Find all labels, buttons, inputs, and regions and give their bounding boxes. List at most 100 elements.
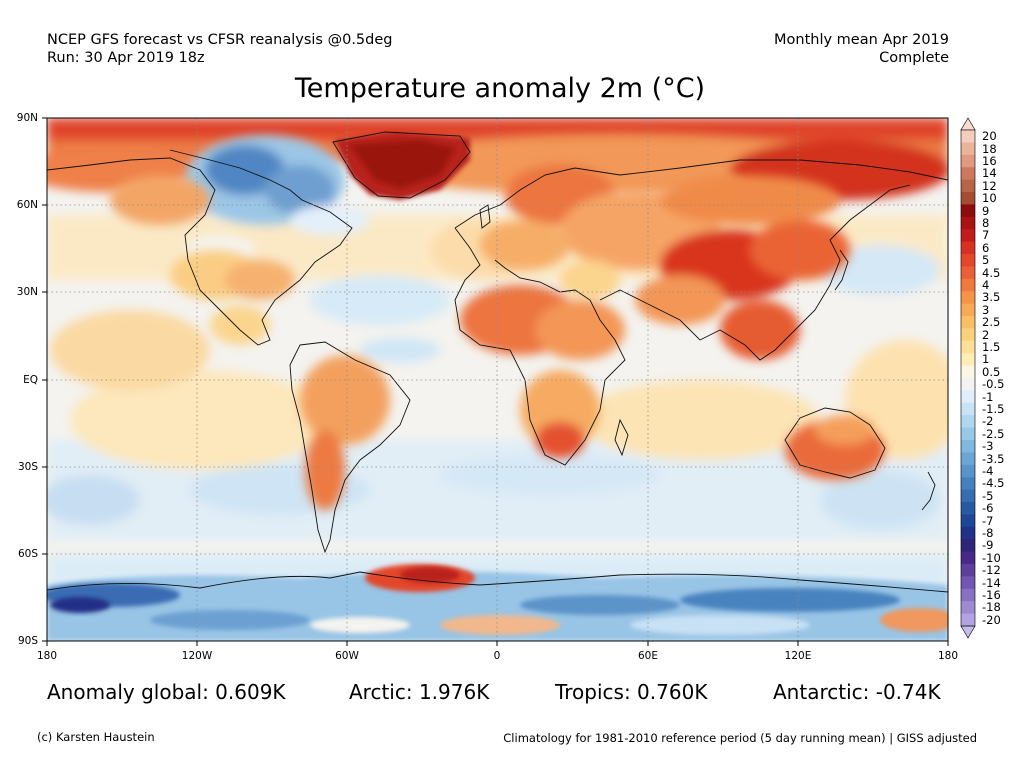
- colorbar-label: -4.5: [982, 476, 1005, 491]
- colorbar-cell: [961, 192, 975, 205]
- stat-global: Anomaly global: 0.609K: [47, 680, 286, 704]
- colorbar-label: -10: [982, 550, 1001, 565]
- colorbar-cell: [961, 316, 975, 329]
- colorbar-cell: [961, 303, 975, 317]
- lon-label-60e: 60E: [638, 650, 658, 662]
- south-america-warm: [300, 355, 390, 510]
- colorbar-cell: [961, 477, 975, 490]
- colorbar-label: 12: [982, 178, 997, 193]
- colorbar-label: -0.5: [982, 377, 1005, 392]
- graticule: [47, 118, 948, 641]
- colorbar-cell: [961, 254, 975, 267]
- colorbar-label: 18: [982, 141, 997, 156]
- colorbar-cell: [961, 340, 975, 354]
- colorbar-cell: [961, 167, 975, 180]
- colorbar-cell: [961, 415, 975, 428]
- colorbar-cell: [961, 142, 975, 156]
- colorbar-label: -7: [982, 513, 994, 528]
- colorbar-cell: [961, 613, 975, 627]
- colorbar-label: -3.5: [982, 451, 1005, 466]
- colorbar-cell: [961, 278, 975, 292]
- colorbar-label: 1: [982, 352, 990, 367]
- colorbar-label: 1.5: [982, 340, 1001, 354]
- colorbar-cell: [961, 179, 975, 193]
- colorbar-label: -5: [982, 488, 994, 503]
- colorbar-cell: [961, 564, 975, 577]
- colorbar-label: 8: [982, 216, 990, 230]
- colorbar-label: 4: [982, 278, 990, 292]
- lon-label-120e: 120E: [784, 650, 812, 662]
- colorbar-label: 16: [982, 154, 997, 168]
- colorbar-label: -3: [982, 439, 994, 454]
- colorbar-label: 10: [982, 191, 997, 206]
- colorbar-label: -8: [982, 526, 994, 540]
- colorbar-label: 9: [982, 203, 990, 218]
- colorbar-bottom-tip: [960, 625, 976, 639]
- source-line-1: NCEP GFS forecast vs CFSR reanalysis @0.…: [47, 32, 393, 48]
- stat-tropics: Tropics: 0.760K: [555, 680, 708, 704]
- colorbar-cell: [961, 130, 975, 143]
- colorbar-label: -20: [982, 612, 1001, 627]
- lat-label-60s: 60S: [17, 548, 38, 560]
- colorbar-cell: [961, 551, 975, 565]
- colorbar-cell: [961, 291, 975, 304]
- colorbar-label: 2.5: [982, 315, 1001, 330]
- climatology-note: Climatology for 1981-2010 reference peri…: [503, 731, 977, 745]
- source-line-2: Run: 30 Apr 2019 18z: [47, 50, 205, 66]
- lon-label-180e: 180: [937, 650, 959, 662]
- greenland-anomaly: [335, 132, 470, 200]
- colorbar-cell: [961, 241, 975, 255]
- colorbar-label: 14: [982, 166, 997, 181]
- colorbar-cell: [961, 365, 975, 379]
- colorbar-cell: [961, 526, 975, 540]
- colorbar-label: -9: [982, 538, 994, 553]
- colorbar-cell: [961, 539, 975, 552]
- colorbar-cell: [961, 154, 975, 168]
- colorbar-cell: [961, 601, 975, 614]
- colorbar-cell: [961, 576, 975, 590]
- colorbar-cell: [961, 353, 975, 366]
- lat-label-30n: 30N: [16, 286, 38, 298]
- coastlines: [47, 131, 948, 593]
- colorbar-label: 2: [982, 327, 990, 342]
- colorbar-cell: [961, 390, 975, 404]
- colorbar-cell: [961, 402, 975, 416]
- colorbar: [960, 117, 976, 639]
- colorbar-cell: [961, 427, 975, 441]
- colorbar-label: -2: [982, 414, 994, 429]
- colorbar-label: -2.5: [982, 426, 1005, 441]
- colorbar-label: 5: [982, 253, 990, 268]
- map-title: Temperature anomaly 2m (°C): [294, 73, 706, 104]
- colorbar-cell: [961, 502, 975, 515]
- colorbar-cell: [961, 464, 975, 478]
- colorbar-cell: [961, 514, 975, 528]
- colorbar-label: 0.5: [982, 364, 1001, 379]
- lat-label-90s: 90S: [17, 635, 38, 647]
- colorbar-label: -16: [982, 588, 1001, 602]
- colorbar-frame: [960, 129, 976, 627]
- period-line-1: Monthly mean Apr 2019: [774, 32, 949, 48]
- colorbar-cell: [961, 489, 975, 503]
- antarctic-anomaly: [47, 555, 948, 641]
- colorbar-cell: [961, 229, 975, 242]
- lat-label-90n: 90N: [16, 112, 38, 124]
- period-line-2: Complete: [879, 50, 949, 66]
- colorbar-label: -1.5: [982, 402, 1005, 416]
- colorbar-label: 3.5: [982, 290, 1001, 305]
- lat-label-30s: 30S: [17, 461, 38, 473]
- lon-label-180w: 180: [36, 650, 58, 662]
- colorbar-cell: [961, 266, 975, 280]
- credit: (c) Karsten Haustein: [37, 730, 155, 744]
- colorbar-cell: [961, 440, 975, 453]
- colorbar-cell: [961, 216, 975, 230]
- colorbar-label: -12: [982, 563, 1001, 578]
- colorbar-label: 7: [982, 228, 990, 243]
- colorbar-label: -6: [982, 501, 994, 516]
- anomaly-field: [47, 118, 948, 641]
- colorbar-label: 3: [982, 302, 990, 317]
- lon-label-0: 0: [493, 650, 501, 662]
- africa-warm: [460, 285, 625, 458]
- lon-label-60w: 60W: [335, 650, 359, 662]
- colorbar-cell: [961, 588, 975, 602]
